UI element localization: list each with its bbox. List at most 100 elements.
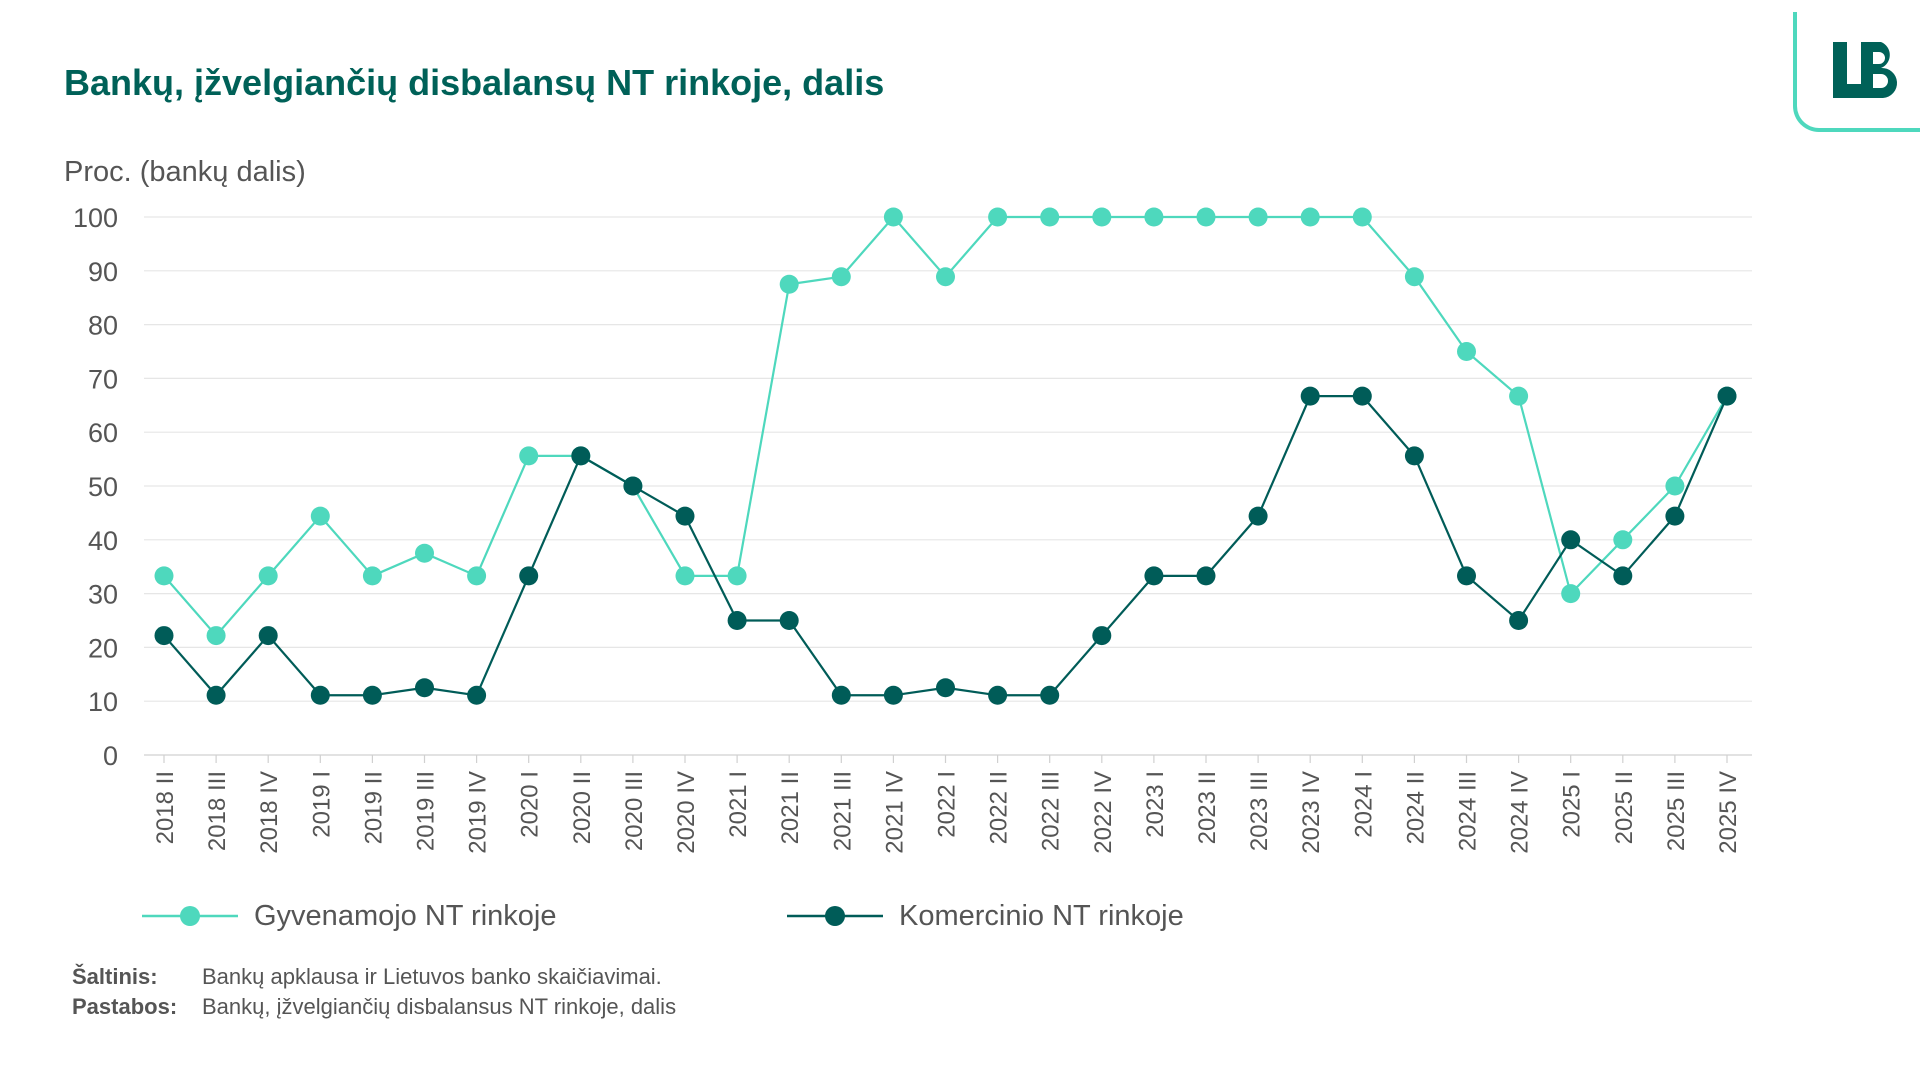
data-point-s1-17 — [1040, 685, 1060, 705]
data-point-s1-12 — [779, 611, 799, 630]
x-tick-label: 2025 II — [1611, 771, 1638, 844]
data-point-s0-16 — [988, 207, 1008, 227]
data-point-s1-0 — [154, 626, 174, 646]
x-tick-label: 2021 I — [725, 771, 752, 838]
data-point-s1-24 — [1404, 446, 1424, 466]
x-tick-label: 2023 I — [1142, 771, 1169, 838]
y-tick-label: 20 — [88, 633, 118, 663]
x-tick-label: 2021 II — [777, 771, 804, 844]
data-point-s1-15 — [936, 678, 955, 698]
x-tick-label: 2019 IV — [465, 771, 492, 854]
x-tick-label: 2020 II — [569, 771, 596, 844]
data-point-s1-18 — [1092, 626, 1112, 646]
y-tick-label: 30 — [88, 580, 118, 610]
y-tick-label: 40 — [88, 526, 118, 556]
x-tick-label: 2020 I — [517, 771, 544, 838]
data-point-s0-2 — [258, 566, 278, 586]
x-tick-label: 2025 III — [1663, 771, 1690, 851]
data-point-s0-0 — [154, 566, 174, 586]
data-point-s1-1 — [206, 685, 226, 705]
x-tick-label: 2025 IV — [1715, 771, 1742, 854]
logo-frame — [1793, 12, 1920, 132]
data-point-s0-24 — [1404, 267, 1424, 287]
data-point-s1-6 — [467, 685, 487, 705]
data-point-s0-6 — [467, 566, 487, 586]
source-text: Bankų apklausa ir Lietuvos banko skaičia… — [202, 964, 662, 989]
data-point-s0-10 — [675, 566, 695, 586]
data-point-s1-2 — [258, 626, 278, 646]
x-tick-label: 2023 II — [1194, 771, 1221, 844]
x-tick-label: 2022 IV — [1090, 771, 1117, 854]
data-point-s0-29 — [1665, 476, 1685, 496]
data-point-s1-7 — [519, 566, 539, 586]
legend-label-residential: Gyvenamojo NT rinkoje — [254, 899, 557, 932]
data-point-s1-30 — [1717, 386, 1737, 406]
data-point-s0-13 — [831, 267, 851, 287]
data-point-s0-21 — [1248, 207, 1268, 227]
legend-item-commercial: Komercinio NT rinkoje — [787, 896, 1184, 936]
chart-title: Bankų, įžvelgiančių disbalansų NT rinkoj… — [64, 62, 885, 103]
x-tick-label: 2018 III — [204, 771, 231, 851]
data-point-s1-20 — [1196, 566, 1216, 586]
data-point-s0-23 — [1352, 207, 1372, 227]
x-tick-label: 2022 I — [934, 771, 961, 838]
x-tick-label: 2024 I — [1350, 771, 1377, 838]
data-point-s1-4 — [362, 685, 382, 705]
data-point-s1-25 — [1457, 566, 1476, 586]
source-label: Šaltinis: — [72, 964, 158, 989]
x-tick-label: 2024 II — [1402, 771, 1429, 844]
series-line-1 — [163, 395, 1729, 697]
y-tick-label: 90 — [88, 257, 118, 287]
data-point-s1-19 — [1144, 566, 1164, 586]
data-point-s0-20 — [1196, 207, 1216, 227]
x-tick-label: 2018 II — [152, 771, 179, 844]
x-tick-label: 2024 III — [1455, 771, 1482, 851]
x-tick-label: 2020 III — [621, 771, 648, 851]
x-tick-label: 2022 II — [986, 771, 1013, 844]
data-point-s0-19 — [1144, 207, 1164, 227]
data-point-s0-15 — [936, 267, 955, 287]
data-point-s0-11 — [727, 566, 747, 586]
data-point-s0-27 — [1561, 584, 1581, 604]
data-point-s1-22 — [1300, 386, 1320, 406]
data-point-s1-16 — [988, 685, 1008, 705]
footer: Šaltinis: Bankų apklausa ir Lietuvos bank… — [72, 962, 676, 1022]
data-point-s1-10 — [675, 506, 695, 526]
data-point-s1-26 — [1509, 611, 1529, 630]
data-point-s1-14 — [883, 685, 903, 705]
data-point-s0-25 — [1457, 342, 1476, 361]
x-tick-label: 2018 IV — [256, 771, 283, 854]
y-tick-label: 10 — [88, 687, 118, 717]
data-point-s1-28 — [1613, 566, 1633, 586]
data-point-s0-26 — [1509, 386, 1529, 406]
x-tick-label: 2020 IV — [673, 771, 700, 854]
legend-label-commercial: Komercinio NT rinkoje — [899, 899, 1184, 932]
x-tick-label: 2023 III — [1246, 771, 1273, 851]
x-tick-label: 2024 IV — [1507, 771, 1534, 854]
data-point-s0-4 — [362, 566, 382, 586]
y-tick-label: 100 — [73, 203, 118, 233]
x-tick-label: 2022 III — [1038, 771, 1065, 851]
data-point-s0-17 — [1040, 207, 1060, 227]
x-tick-label: 2023 IV — [1298, 771, 1325, 854]
data-point-s0-3 — [310, 506, 330, 526]
data-point-s0-28 — [1613, 530, 1633, 550]
data-point-s0-22 — [1300, 207, 1320, 227]
x-tick-label: 2019 III — [413, 771, 440, 851]
x-tick-label: 2021 IV — [881, 771, 908, 854]
data-point-s0-5 — [415, 543, 434, 563]
y-tick-label: 50 — [88, 472, 118, 502]
y-tick-label: 0 — [103, 741, 118, 771]
data-point-s0-14 — [883, 207, 903, 227]
y-axis-label: Proc. (bankų dalis) — [64, 156, 306, 188]
data-point-s1-23 — [1352, 386, 1372, 406]
notes-text: Bankų, įžvelgiančių disbalansus NT rinko… — [202, 994, 677, 1019]
data-point-s1-27 — [1561, 530, 1581, 550]
data-point-s1-9 — [623, 476, 643, 496]
data-point-s1-29 — [1665, 506, 1685, 526]
data-point-s1-3 — [310, 685, 330, 705]
x-tick-label: 2019 II — [360, 771, 387, 844]
data-point-s0-1 — [206, 626, 226, 646]
data-point-s1-11 — [727, 611, 747, 630]
data-point-s1-5 — [415, 678, 434, 698]
